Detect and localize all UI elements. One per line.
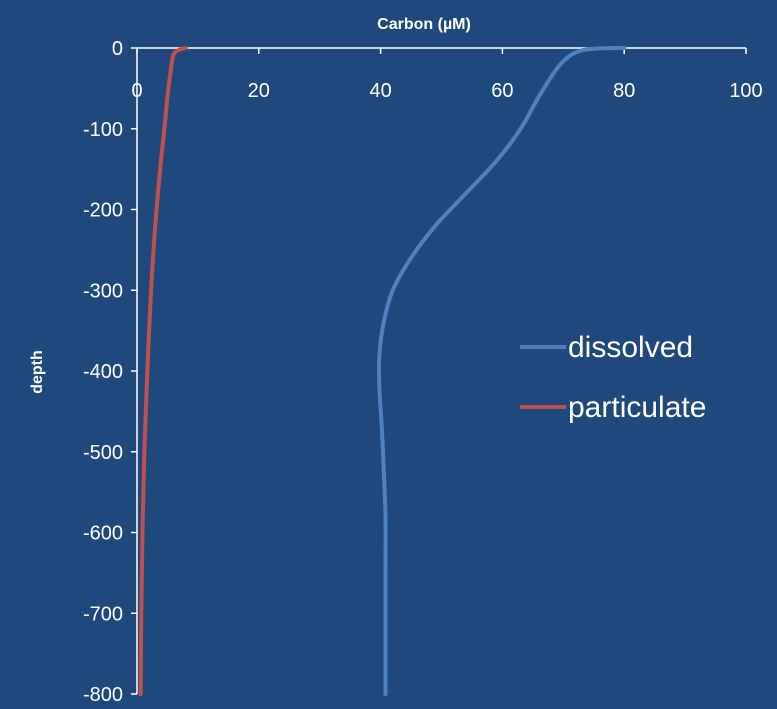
x-axis-title: Carbon (µM) bbox=[377, 16, 471, 33]
y-tick-label: -700 bbox=[83, 603, 123, 625]
y-tick-label: -200 bbox=[83, 200, 123, 222]
x-tick-label: 100 bbox=[729, 80, 762, 102]
legend-label-dissolved: dissolved bbox=[568, 331, 693, 364]
y-tick-label: -400 bbox=[83, 361, 123, 383]
y-tick-label: -100 bbox=[83, 119, 123, 141]
y-axis-ticks: 0 -100 -200 -300 -400 -500 -600 -700 -800 bbox=[83, 38, 137, 706]
x-tick-label: 80 bbox=[613, 80, 635, 102]
series-line-particulate bbox=[138, 46, 188, 696]
legend: dissolved particulate bbox=[520, 331, 706, 424]
y-axis-title: depth bbox=[29, 350, 46, 394]
series-lines bbox=[138, 46, 627, 696]
series-line-dissolved bbox=[376, 46, 627, 696]
x-tick-label: 20 bbox=[248, 80, 270, 102]
y-tick-label: -800 bbox=[83, 684, 123, 706]
x-tick-label: 40 bbox=[369, 80, 391, 102]
legend-label-particulate: particulate bbox=[568, 391, 706, 424]
y-tick-label: 0 bbox=[112, 38, 123, 60]
y-tick-label: -300 bbox=[83, 280, 123, 302]
y-tick-label: -500 bbox=[83, 442, 123, 464]
x-tick-label: 60 bbox=[491, 80, 513, 102]
x-axis-ticks: 0 20 40 60 80 100 bbox=[131, 48, 763, 102]
axes bbox=[136, 47, 746, 694]
y-tick-label: -600 bbox=[83, 523, 123, 545]
x-tick-label: 0 bbox=[131, 80, 142, 102]
